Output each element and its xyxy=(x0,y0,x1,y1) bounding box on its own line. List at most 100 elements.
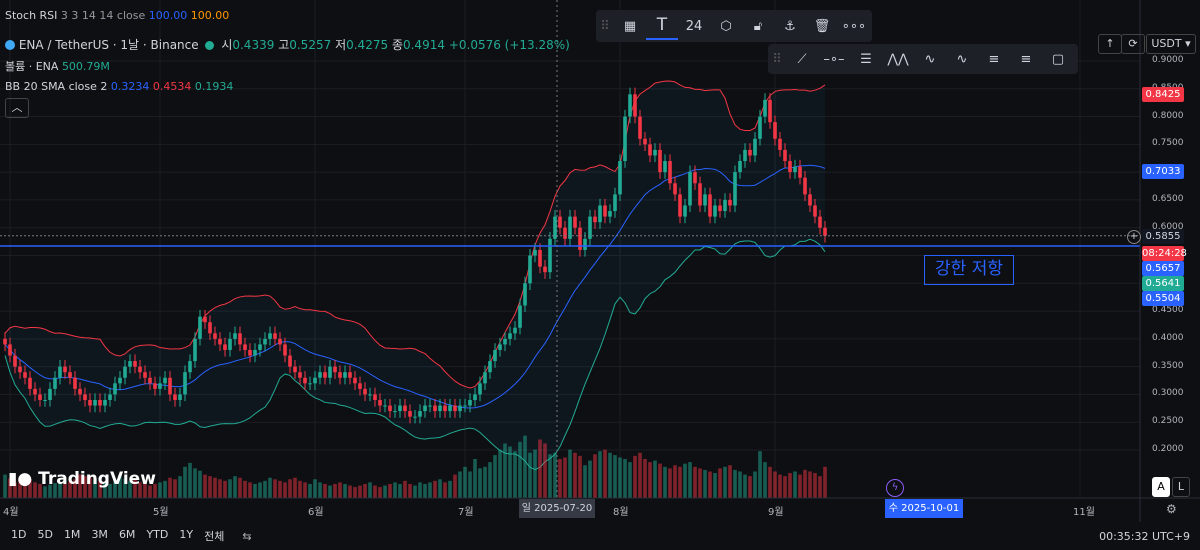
candle-body xyxy=(498,344,502,350)
wave-12-icon[interactable]: ∿ xyxy=(924,51,936,67)
volume-bar xyxy=(483,466,487,498)
font-size-button[interactable]: 24 xyxy=(678,11,710,41)
stoch-rsi-legend[interactable]: Stoch RSI 3 3 14 14 close 100.00 100.00 xyxy=(5,9,229,22)
line-tools-toolbar[interactable]: ⠿ ⟋ –∘– ☰ ⋀⋀ ∿ ∿ ≡ ≡ ▢ xyxy=(768,44,1078,74)
range-1M[interactable]: 1M xyxy=(63,528,81,541)
range-YTD[interactable]: YTD xyxy=(146,528,169,541)
volume-bar xyxy=(103,482,107,498)
more-icon[interactable]: ∘∘∘ xyxy=(841,18,867,34)
candlestick-chart[interactable] xyxy=(0,0,1200,522)
candle-body xyxy=(208,322,212,334)
candle-body xyxy=(178,394,182,400)
auto-scale-button[interactable]: A xyxy=(1152,477,1170,497)
volume-bar xyxy=(783,476,787,498)
text-color-button[interactable]: T xyxy=(646,12,678,40)
lock-icon[interactable]: 🔓︎ xyxy=(753,18,763,34)
candle-body xyxy=(613,194,617,212)
anchor-icon[interactable]: ⚓︎ xyxy=(784,18,796,34)
volume-bar xyxy=(663,466,667,498)
volume-bar xyxy=(813,473,817,498)
candle-body xyxy=(308,383,312,385)
price-label-0-5657: 0.5657 xyxy=(1142,261,1184,276)
volume-bar xyxy=(78,474,82,498)
fib-retracement-icon[interactable]: ≡ xyxy=(988,51,1000,67)
candle-body xyxy=(148,377,152,384)
volume-bar xyxy=(453,474,457,498)
drag-handle-icon[interactable]: ⠿ xyxy=(600,18,610,34)
fib-extension-icon[interactable]: ≡ xyxy=(1020,51,1032,67)
candle-body xyxy=(398,405,402,412)
range-3M[interactable]: 3M xyxy=(91,528,108,541)
bb-legend[interactable]: BB 20 SMA close 2 0.3234 0.4534 0.1934 xyxy=(5,80,233,93)
candle-body xyxy=(223,344,227,350)
range-6M[interactable]: 6M xyxy=(118,528,136,541)
drag-handle-icon[interactable]: ⠿ xyxy=(772,51,782,67)
volume-bar xyxy=(303,482,307,498)
drawing-toolbar[interactable]: ⠿ ▦ T 24 ⬡ 🔓︎ ⚓︎ 🗑︎ ∘∘∘ xyxy=(596,10,872,42)
plus-icon[interactable]: + xyxy=(1127,230,1141,244)
candle-body xyxy=(323,372,327,378)
volume-bar xyxy=(163,480,167,498)
text-icon: T xyxy=(656,15,668,35)
candle-body xyxy=(38,394,42,400)
parallel-channel-icon[interactable]: ☰ xyxy=(860,51,872,67)
settings-icon[interactable]: ⬡ xyxy=(720,18,732,34)
candle-body xyxy=(608,211,612,217)
x-tick-label: 8월 xyxy=(613,507,629,518)
volume-legend[interactable]: 볼륨 · ENA 500.79M xyxy=(5,58,110,74)
wave-abc-icon[interactable]: ∿ xyxy=(956,51,968,67)
resistance-annotation[interactable]: 강한 저항 xyxy=(924,255,1014,285)
volume-bar xyxy=(218,479,222,498)
candle-body xyxy=(18,366,22,373)
candle-body xyxy=(318,372,322,378)
candle-body xyxy=(338,372,342,378)
gear-icon[interactable]: ⚙ xyxy=(1166,502,1177,516)
date-range-icon[interactable]: ⇆ xyxy=(242,529,252,543)
symbol-icon xyxy=(5,40,15,50)
trash-icon[interactable]: 🗑︎ xyxy=(813,18,831,34)
candle-body xyxy=(663,161,667,173)
volume-bar xyxy=(408,483,412,498)
candle-body xyxy=(483,372,487,384)
collapse-legend-button[interactable]: ︿ xyxy=(5,98,29,118)
rectangle-icon[interactable]: ▢ xyxy=(1051,51,1065,67)
volume-bar xyxy=(83,476,87,498)
volume-bar xyxy=(568,449,572,498)
template-icon[interactable]: ▦ xyxy=(623,18,637,34)
volume-bar xyxy=(358,485,362,498)
log-scale-button[interactable]: L xyxy=(1172,477,1190,497)
trend-line-icon[interactable]: ⟋ xyxy=(797,51,807,67)
horizontal-ray-icon[interactable]: –∘– xyxy=(823,51,845,67)
volume-bar xyxy=(558,459,562,498)
volume-bar xyxy=(508,446,512,498)
candle-body xyxy=(728,199,732,206)
currency-select[interactable]: USDT ▾ xyxy=(1146,34,1196,54)
scroll-up-button[interactable]: ↑ xyxy=(1098,34,1122,54)
candle-body xyxy=(448,405,452,412)
volume-bar xyxy=(718,468,722,498)
candle-body xyxy=(643,138,647,145)
x-tick-label: 9월 xyxy=(768,507,784,518)
reset-button[interactable]: ⟳ xyxy=(1121,34,1145,54)
currency-value: USDT xyxy=(1151,37,1182,50)
lightning-icon[interactable]: ϟ xyxy=(886,479,904,497)
volume-bar xyxy=(473,459,477,498)
candle-body xyxy=(743,149,747,162)
candle-body xyxy=(528,255,532,284)
volume-bar xyxy=(733,469,737,498)
volume-bar xyxy=(693,466,697,498)
pitchfork-icon[interactable]: ⋀⋀ xyxy=(887,51,909,67)
range-1D[interactable]: 1D xyxy=(11,528,27,541)
range-1Y[interactable]: 1Y xyxy=(179,528,194,541)
candle-body xyxy=(773,122,777,139)
volume-bar xyxy=(758,451,762,498)
range-전체[interactable]: 전체 xyxy=(204,530,225,543)
volume-bar xyxy=(403,480,407,498)
volume-bar xyxy=(388,483,392,498)
volume-bar xyxy=(573,452,577,498)
symbol-legend[interactable]: ENA / TetherUS · 1날 · Binance 시0.4339 고0… xyxy=(5,36,570,53)
candle-body xyxy=(573,216,577,228)
range-5D[interactable]: 5D xyxy=(37,528,53,541)
volume-bar xyxy=(478,468,482,498)
